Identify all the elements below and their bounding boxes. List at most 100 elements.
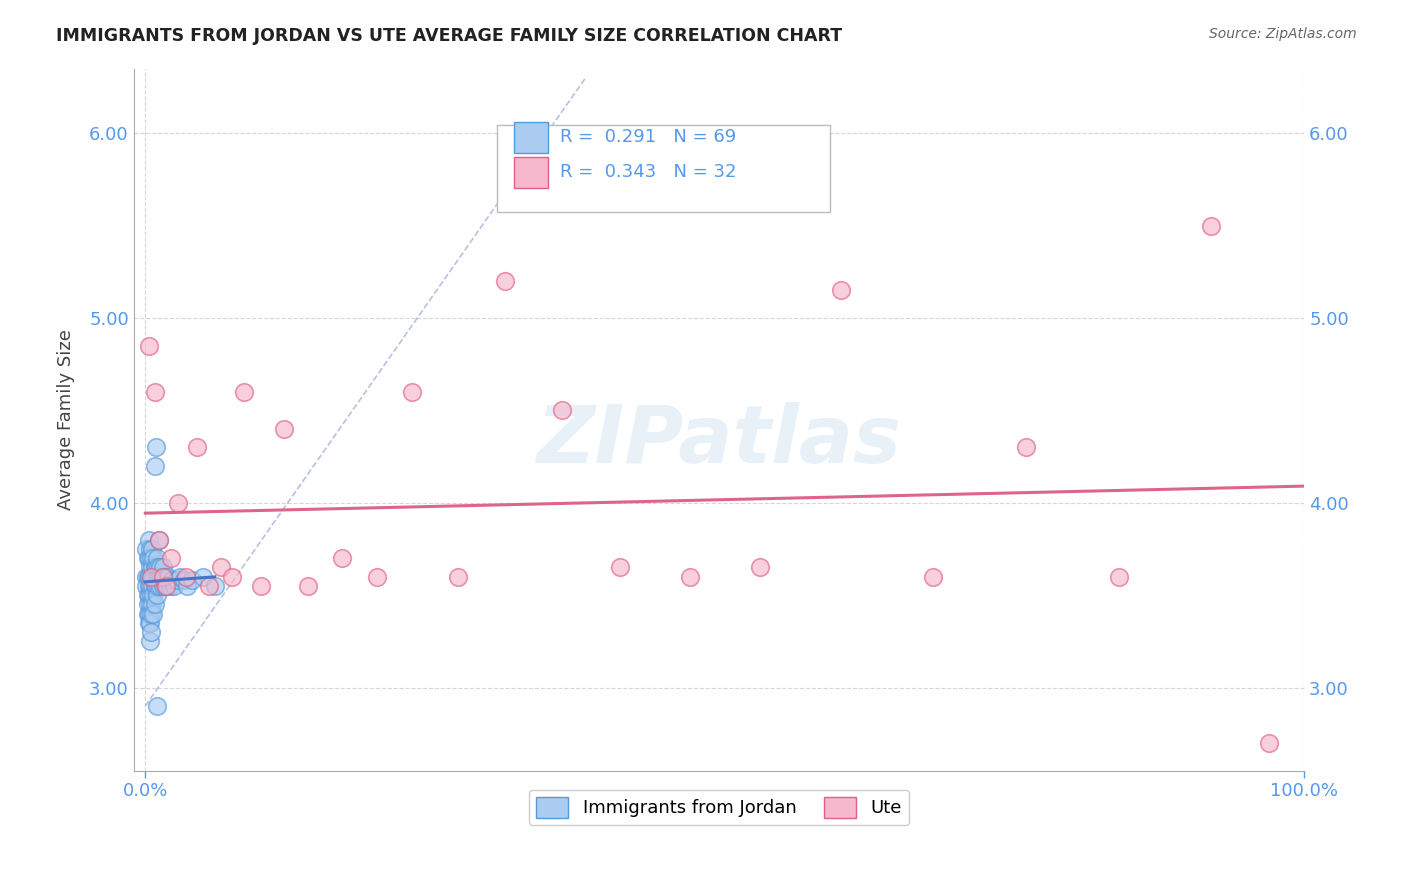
Point [139, 634, 162, 648]
Text: R =  0.343   N = 32: R = 0.343 N = 32 [560, 163, 737, 181]
Point [273, 422, 295, 436]
Text: IMMIGRANTS FROM JORDAN VS UTE AVERAGE FAMILY SIZE CORRELATION CHART: IMMIGRANTS FROM JORDAN VS UTE AVERAGE FA… [56, 27, 842, 45]
Point [141, 598, 163, 612]
Point [136, 551, 159, 566]
Point [1015, 440, 1038, 454]
Point [136, 598, 159, 612]
Point [209, 560, 232, 574]
Point [180, 574, 202, 588]
Point [139, 588, 162, 602]
Point [136, 569, 159, 583]
Point [142, 551, 165, 566]
Point [169, 569, 191, 583]
Point [198, 579, 221, 593]
Point [139, 598, 162, 612]
Point [330, 551, 353, 566]
Point [146, 579, 169, 593]
Point [193, 569, 215, 583]
Point [135, 579, 157, 593]
Point [145, 560, 167, 574]
Point [155, 579, 177, 593]
FancyBboxPatch shape [515, 122, 548, 153]
Point [153, 569, 176, 583]
Point [1258, 736, 1281, 750]
Point [139, 569, 162, 583]
Point [139, 551, 162, 566]
Point [157, 569, 180, 583]
Point [138, 579, 160, 593]
Point [149, 579, 172, 593]
Point [145, 440, 167, 454]
Point [173, 574, 195, 588]
Point [141, 560, 163, 574]
Point [250, 579, 273, 593]
Point [401, 384, 423, 399]
Point [146, 560, 169, 574]
Point [146, 569, 169, 583]
Point [146, 551, 169, 566]
Point [297, 579, 319, 593]
Point [232, 384, 254, 399]
Point [1201, 219, 1223, 233]
Point [138, 569, 160, 583]
Point [149, 560, 172, 574]
Point [141, 579, 163, 593]
Point [152, 569, 174, 583]
Point [145, 579, 167, 593]
Point [136, 607, 159, 621]
Point [152, 579, 174, 593]
Point [143, 560, 166, 574]
Point [139, 579, 162, 593]
Point [174, 569, 197, 583]
Point [1108, 569, 1130, 583]
Point [176, 579, 198, 593]
Point [163, 579, 186, 593]
Point [494, 274, 516, 288]
Point [922, 569, 945, 583]
Point [142, 607, 165, 621]
Point [166, 496, 188, 510]
Point [609, 560, 631, 574]
Point [138, 533, 160, 547]
Point [748, 560, 770, 574]
Point [830, 283, 852, 297]
Point [135, 569, 157, 583]
Point [146, 588, 169, 602]
Point [138, 339, 160, 353]
Point [138, 551, 160, 566]
Point [139, 615, 162, 630]
Point [551, 403, 574, 417]
Point [160, 574, 183, 588]
Point [135, 541, 157, 556]
Point [139, 607, 162, 621]
Point [142, 569, 165, 583]
Point [148, 533, 170, 547]
Point [142, 588, 165, 602]
Point [139, 560, 162, 574]
Point [143, 579, 166, 593]
Point [136, 588, 159, 602]
Point [447, 569, 470, 583]
Text: Source: ZipAtlas.com: Source: ZipAtlas.com [1209, 27, 1357, 41]
FancyBboxPatch shape [515, 157, 548, 188]
Point [141, 541, 163, 556]
Point [148, 569, 170, 583]
Point [148, 533, 170, 547]
Point [138, 588, 160, 602]
Point [146, 699, 169, 714]
Point [679, 569, 702, 583]
Point [366, 569, 388, 583]
Point [159, 551, 181, 566]
Point [153, 579, 176, 593]
Point [204, 579, 226, 593]
FancyBboxPatch shape [496, 125, 830, 212]
Point [139, 569, 162, 583]
Point [143, 458, 166, 473]
Point [152, 560, 174, 574]
Point [155, 569, 177, 583]
Legend: Immigrants from Jordan, Ute: Immigrants from Jordan, Ute [529, 789, 910, 825]
Point [150, 569, 173, 583]
Point [221, 569, 243, 583]
Y-axis label: Average Family Size: Average Family Size [58, 329, 75, 510]
Point [143, 384, 166, 399]
